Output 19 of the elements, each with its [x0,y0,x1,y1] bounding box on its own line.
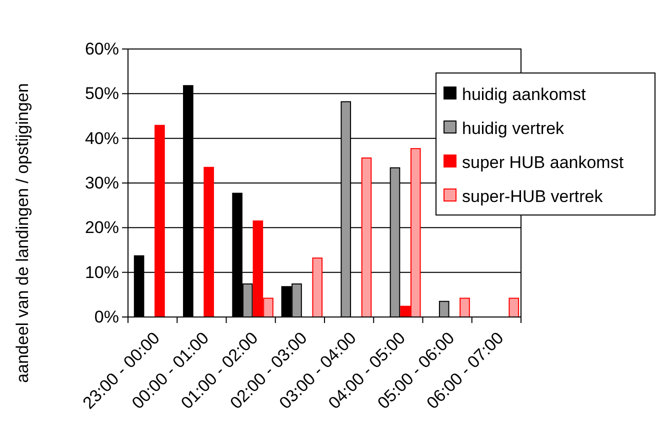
y-axis-title: aandeel van de landingen / opstijgingen [13,83,32,383]
y-tick-label: 50% [84,84,119,104]
legend-label: huidig vertrek [462,119,565,138]
legend-label: huidig aankomst [462,85,586,104]
y-tick-label: 60% [84,39,119,58]
bar [154,124,165,318]
y-tick-label: 20% [84,218,119,238]
bar [204,166,214,318]
bar [438,300,450,318]
y-tick-label: 0% [94,307,119,326]
bar [508,298,520,318]
legend-label: super-HUB vertrek [462,187,604,206]
y-tick-label: 40% [84,128,119,148]
bar [460,298,470,318]
y-tick-label: 30% [84,173,119,192]
legend-label: super HUB aankomst [462,153,624,172]
bar [361,157,372,318]
y-tick-label: 10% [84,262,119,282]
bar [312,258,323,318]
